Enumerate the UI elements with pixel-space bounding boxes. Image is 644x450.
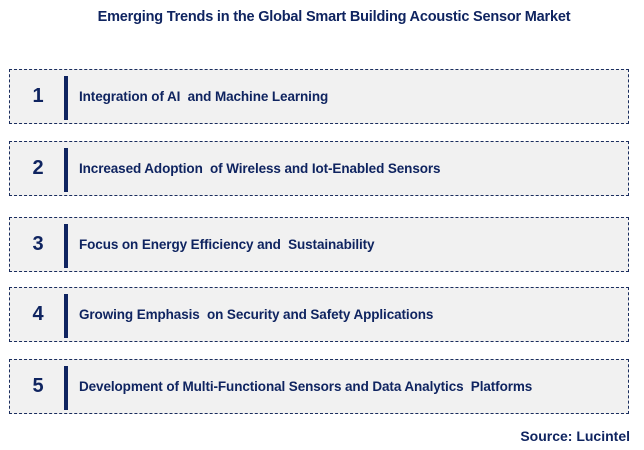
- trend-number: 2: [32, 157, 44, 179]
- divider-bar: [64, 76, 68, 120]
- divider-bar: [64, 294, 68, 338]
- trend-number: 5: [32, 375, 44, 397]
- trend-item-3: 3 Focus on Energy Efficiency and Sustain…: [9, 217, 629, 272]
- trend-item-4: 4 Growing Emphasis on Security and Safet…: [9, 287, 629, 342]
- trend-label: Integration of AI and Machine Learning: [79, 89, 329, 104]
- trend-number: 4: [32, 303, 44, 325]
- trend-label: Growing Emphasis on Security and Safety …: [79, 307, 434, 322]
- trend-item-1: 1 Integration of AI and Machine Learning: [9, 69, 629, 124]
- trend-item-2: 2 Increased Adoption of Wireless and Iot…: [9, 141, 629, 196]
- source-credit: Source: Lucintel: [520, 428, 630, 444]
- divider-bar: [64, 366, 68, 410]
- trend-number: 3: [32, 233, 44, 255]
- trend-number: 1: [32, 85, 44, 107]
- diagram-title: Emerging Trends in the Global Smart Buil…: [97, 9, 571, 25]
- trend-label: Increased Adoption of Wireless and Iot-E…: [79, 161, 441, 176]
- divider-bar: [64, 224, 68, 268]
- trend-item-5: 5 Development of Multi-Functional Sensor…: [9, 359, 629, 414]
- trend-label: Focus on Energy Efficiency and Sustainab…: [79, 237, 375, 252]
- trend-label: Development of Multi-Functional Sensors …: [79, 379, 533, 394]
- divider-bar: [64, 148, 68, 192]
